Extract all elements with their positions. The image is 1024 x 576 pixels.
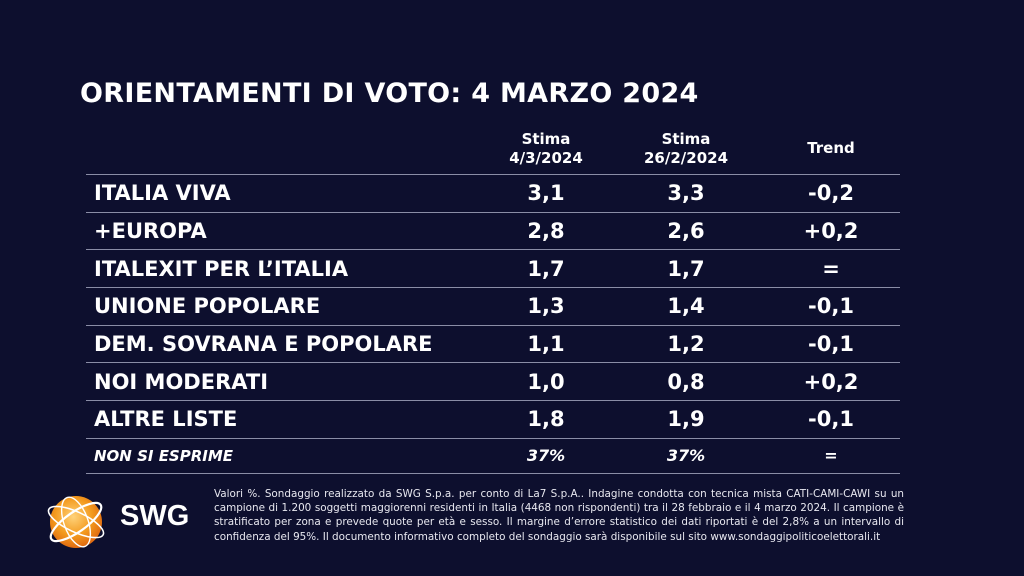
estimate-previous: 3,3: [667, 181, 705, 206]
estimate-current: 2,8: [527, 219, 565, 244]
estimate-previous: 37%: [666, 446, 706, 466]
trend-value: +0,2: [803, 219, 859, 244]
trend-value: -0,2: [808, 181, 854, 206]
trend-value: +0,2: [803, 369, 859, 394]
column-header-stima-current: Stima 4/3/2024: [486, 130, 606, 168]
trend-value: -0,1: [808, 407, 854, 432]
column-header-line: Stima: [521, 130, 571, 148]
estimate-current: 1,1: [527, 332, 565, 357]
party-name: NOI MODERATI: [94, 369, 269, 394]
table-row: DEM. SOVRANA E POPOLARE 1,1 1,2 -0,1: [86, 324, 900, 363]
estimate-previous: 0,8: [667, 369, 705, 394]
table-row: UNIONE POPOLARE 1,3 1,4 -0,1: [86, 287, 900, 325]
methodology-footnote: Valori %. Sondaggio realizzato da SWG S.…: [214, 488, 904, 543]
table-header: Stima 4/3/2024 Stima 26/2/2024 Trend: [86, 130, 900, 174]
party-name: ALTRE LISTE: [94, 407, 238, 432]
table-row: NON SI ESPRIME 37% 37% =: [86, 437, 900, 474]
column-header-line: 4/3/2024: [509, 149, 583, 167]
table-row: NOI MODERATI 1,0 0,8 +0,2: [86, 362, 900, 400]
swg-globe-logo-icon: [47, 496, 105, 548]
trend-value: -0,1: [808, 332, 854, 357]
table-row: ITALIA VIVA 3,1 3,3 -0,2: [86, 174, 900, 212]
party-name: NON SI ESPRIME: [94, 446, 234, 465]
table-row: ALTRE LISTE 1,8 1,9 -0,1: [86, 400, 900, 438]
page-title: ORIENTAMENTI DI VOTO: 4 MARZO 2024: [80, 78, 699, 109]
trend-value: -0,1: [808, 294, 854, 319]
trend-value: =: [824, 446, 838, 466]
estimate-previous: 1,7: [667, 256, 705, 281]
poll-table: Stima 4/3/2024 Stima 26/2/2024 Trend ITA…: [86, 130, 900, 474]
estimate-previous: 1,2: [667, 332, 705, 357]
estimate-previous: 1,9: [667, 407, 705, 432]
column-header-line: Stima: [661, 130, 711, 148]
party-name: ITALIA VIVA: [94, 181, 231, 206]
estimate-previous: 1,4: [667, 294, 705, 319]
table-row: +EUROPA 2,8 2,6 +0,2: [86, 211, 900, 250]
logo-text: SWG: [120, 500, 190, 532]
column-header-line: Trend: [807, 139, 855, 157]
estimate-current: 37%: [526, 446, 566, 466]
table-row: ITALEXIT PER L’ITALIA 1,7 1,7 =: [86, 249, 900, 287]
estimate-current: 1,8: [527, 407, 565, 432]
party-name: +EUROPA: [94, 219, 207, 244]
trend-value: =: [822, 256, 840, 281]
estimate-current: 1,3: [527, 294, 565, 319]
estimate-previous: 2,6: [667, 219, 705, 244]
estimate-current: 3,1: [527, 181, 565, 206]
party-name: UNIONE POPOLARE: [94, 294, 321, 319]
estimate-current: 1,0: [527, 369, 565, 394]
table-body: ITALIA VIVA 3,1 3,3 -0,2 +EUROPA 2,8 2,6 +0,2 IT…: [86, 174, 900, 474]
column-header-stima-previous: Stima 26/2/2024: [626, 130, 746, 168]
estimate-current: 1,7: [527, 256, 565, 281]
party-name: ITALEXIT PER L’ITALIA: [94, 256, 349, 281]
column-header-trend: Trend: [771, 139, 891, 158]
party-name: DEM. SOVRANA E POPOLARE: [94, 332, 433, 357]
column-header-line: 26/2/2024: [643, 149, 729, 167]
